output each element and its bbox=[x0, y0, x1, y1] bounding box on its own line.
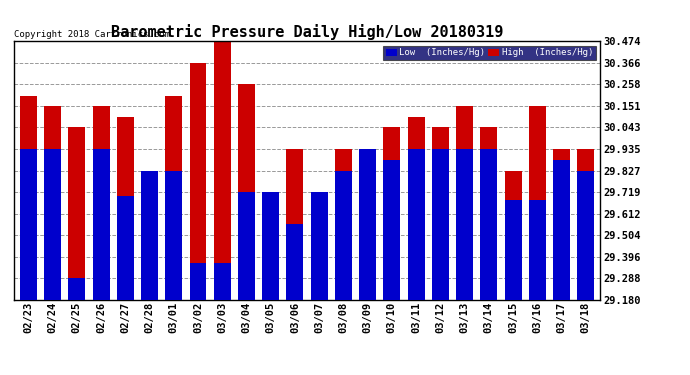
Bar bbox=[578, 171, 594, 300]
Bar bbox=[20, 96, 37, 300]
Bar bbox=[504, 171, 522, 300]
Bar bbox=[92, 106, 110, 300]
Bar bbox=[44, 149, 61, 300]
Bar bbox=[117, 117, 134, 300]
Bar bbox=[553, 149, 570, 300]
Bar bbox=[335, 171, 352, 300]
Bar bbox=[286, 149, 304, 300]
Bar bbox=[214, 263, 230, 300]
Text: Copyright 2018 Cartronics.com: Copyright 2018 Cartronics.com bbox=[14, 30, 170, 39]
Bar bbox=[117, 196, 134, 300]
Bar bbox=[141, 171, 158, 300]
Bar bbox=[68, 278, 86, 300]
Bar bbox=[529, 200, 546, 300]
Title: Barometric Pressure Daily High/Low 20180319: Barometric Pressure Daily High/Low 20180… bbox=[111, 24, 503, 40]
Bar bbox=[68, 128, 86, 300]
Bar bbox=[20, 149, 37, 300]
Bar bbox=[456, 106, 473, 300]
Bar bbox=[553, 160, 570, 300]
Bar bbox=[166, 96, 182, 300]
Bar bbox=[480, 149, 497, 300]
Bar bbox=[214, 41, 230, 300]
Bar bbox=[190, 63, 206, 300]
Bar bbox=[456, 149, 473, 300]
Bar bbox=[286, 224, 304, 300]
Bar bbox=[432, 149, 448, 300]
Bar bbox=[238, 192, 255, 300]
Bar bbox=[335, 149, 352, 300]
Legend: Low  (Inches/Hg), High  (Inches/Hg): Low (Inches/Hg), High (Inches/Hg) bbox=[383, 46, 595, 60]
Bar bbox=[504, 200, 522, 300]
Bar bbox=[141, 171, 158, 300]
Bar bbox=[384, 160, 400, 300]
Bar bbox=[529, 106, 546, 300]
Bar bbox=[190, 263, 206, 300]
Bar bbox=[359, 149, 376, 300]
Bar bbox=[408, 117, 424, 300]
Bar bbox=[408, 149, 424, 300]
Bar bbox=[359, 149, 376, 300]
Bar bbox=[432, 128, 448, 300]
Bar bbox=[166, 171, 182, 300]
Bar bbox=[44, 106, 61, 300]
Bar bbox=[310, 192, 328, 300]
Bar bbox=[262, 192, 279, 300]
Bar bbox=[310, 192, 328, 300]
Bar bbox=[92, 149, 110, 300]
Bar bbox=[262, 192, 279, 300]
Bar bbox=[480, 128, 497, 300]
Bar bbox=[578, 149, 594, 300]
Bar bbox=[384, 128, 400, 300]
Bar bbox=[238, 84, 255, 300]
